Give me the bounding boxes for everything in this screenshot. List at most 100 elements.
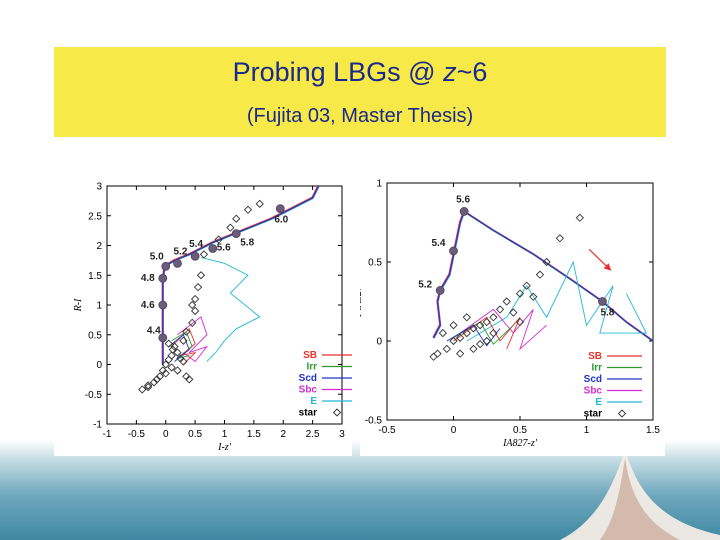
redshift-marker <box>158 273 168 283</box>
redshift-marker <box>190 251 200 261</box>
star-point <box>170 342 179 351</box>
legend-label: Scd <box>584 374 602 385</box>
star-point <box>164 355 173 364</box>
redshift-label: 5.0 <box>150 251 164 262</box>
title-banner: Probing LBGs @ z~6 (Fujita 03, Master Th… <box>54 47 666 137</box>
track-irr <box>161 186 319 365</box>
star-point <box>190 306 200 316</box>
star-point <box>495 305 505 314</box>
redshift-marker <box>275 204 285 214</box>
legend-star-marker <box>617 409 627 418</box>
redshift-marker <box>158 300 168 310</box>
star-point <box>456 333 465 342</box>
star-point <box>442 344 451 354</box>
y-tick-label: 0 <box>96 360 102 371</box>
track-e <box>433 211 653 342</box>
star-point <box>475 340 485 349</box>
redshift-marker <box>173 258 182 268</box>
star-point <box>152 375 162 384</box>
star-point <box>482 336 491 346</box>
star-point <box>429 352 438 361</box>
star-point <box>433 349 442 358</box>
redshift-marker <box>208 244 218 253</box>
loop-irr <box>171 331 193 359</box>
plot-area <box>429 210 653 361</box>
star-point <box>489 328 498 338</box>
slide-title: Probing LBGs @ z~6 <box>232 57 488 87</box>
star-point <box>226 223 235 232</box>
star-point <box>167 351 176 360</box>
y-tick-label: 0.5 <box>88 330 102 341</box>
star-point <box>179 336 188 345</box>
star-point <box>179 357 188 366</box>
legend-label: star <box>584 409 602 420</box>
star-point <box>185 375 194 384</box>
y-axis-label: R-I <box>73 298 84 312</box>
x-tick-label: 1 <box>584 425 590 436</box>
footer-band <box>0 440 720 540</box>
track-e <box>162 186 320 365</box>
legend-label: SB <box>303 350 317 361</box>
redshift-label: 5.8 <box>600 308 614 319</box>
star-point <box>456 349 465 358</box>
redshift-label: 4.4 <box>147 326 161 337</box>
y-tick-label: 1 <box>376 179 382 190</box>
star-point <box>193 283 203 292</box>
y-tick-label: 2 <box>96 241 102 252</box>
x-axis-label: I-z' <box>217 442 232 453</box>
star-point <box>462 313 471 322</box>
star-point <box>255 199 264 208</box>
x-tick-label: 0.5 <box>513 425 527 436</box>
x-tick-label: 1.5 <box>646 425 660 436</box>
star-point <box>161 360 170 369</box>
star-point <box>182 327 191 336</box>
track-scd <box>162 186 319 365</box>
track-irr <box>432 210 653 342</box>
star-point <box>173 348 182 357</box>
redshift-marker <box>161 261 171 271</box>
legend-label: Irr <box>306 362 317 373</box>
x-tick-label: 3 <box>339 429 345 440</box>
chart-right-panel: -0.5 0 0.5 1 1.5 -0.5 0 0.5 1 IA827-z' I-IA827 5.2 5… <box>353 170 665 456</box>
star-point <box>502 297 511 306</box>
star-point <box>199 250 209 259</box>
y-tick-label: -0.5 <box>85 390 103 401</box>
star-point <box>575 213 584 222</box>
mountain-decoration <box>560 450 720 540</box>
star-point <box>542 257 551 267</box>
star-point <box>138 385 147 394</box>
x-tick-label: 1.5 <box>247 429 261 440</box>
x-tick-label: 0 <box>163 429 169 440</box>
loop-e <box>466 260 648 342</box>
loop-sb <box>453 316 521 350</box>
legend-label: star <box>299 408 317 419</box>
loop-sbc <box>177 316 209 363</box>
redshift-label: 5.6 <box>456 194 470 205</box>
plot-frame <box>386 182 654 421</box>
star-point <box>509 308 518 317</box>
star-point <box>555 234 565 243</box>
x-tick-label: -0.5 <box>378 425 396 436</box>
y-axis-label: I-IA827 <box>360 285 364 318</box>
legend-label: Sbc <box>584 386 603 397</box>
redshift-label: 5.2 <box>174 246 188 257</box>
redshift-marker <box>449 246 458 256</box>
y-tick-label: 2.5 <box>88 211 102 222</box>
star-point <box>164 339 173 348</box>
legend-label: SB <box>588 351 602 362</box>
x-axis-label: IA827-z' <box>502 438 538 449</box>
star-point <box>149 378 159 387</box>
star-point <box>188 318 197 327</box>
x-tick-label: 0.5 <box>188 429 202 440</box>
star-point <box>449 336 458 346</box>
y-tick-label: 0.5 <box>368 258 382 269</box>
star-point <box>535 270 545 279</box>
y-tick-label: -0.5 <box>365 416 383 427</box>
star-point <box>469 324 478 333</box>
track-scd <box>433 210 653 342</box>
track-sbc <box>162 186 320 365</box>
star-point <box>232 214 241 223</box>
redshift-label: 5.4 <box>432 238 446 249</box>
redshift-label: 4.6 <box>141 300 155 311</box>
redshift-marker <box>158 333 168 343</box>
